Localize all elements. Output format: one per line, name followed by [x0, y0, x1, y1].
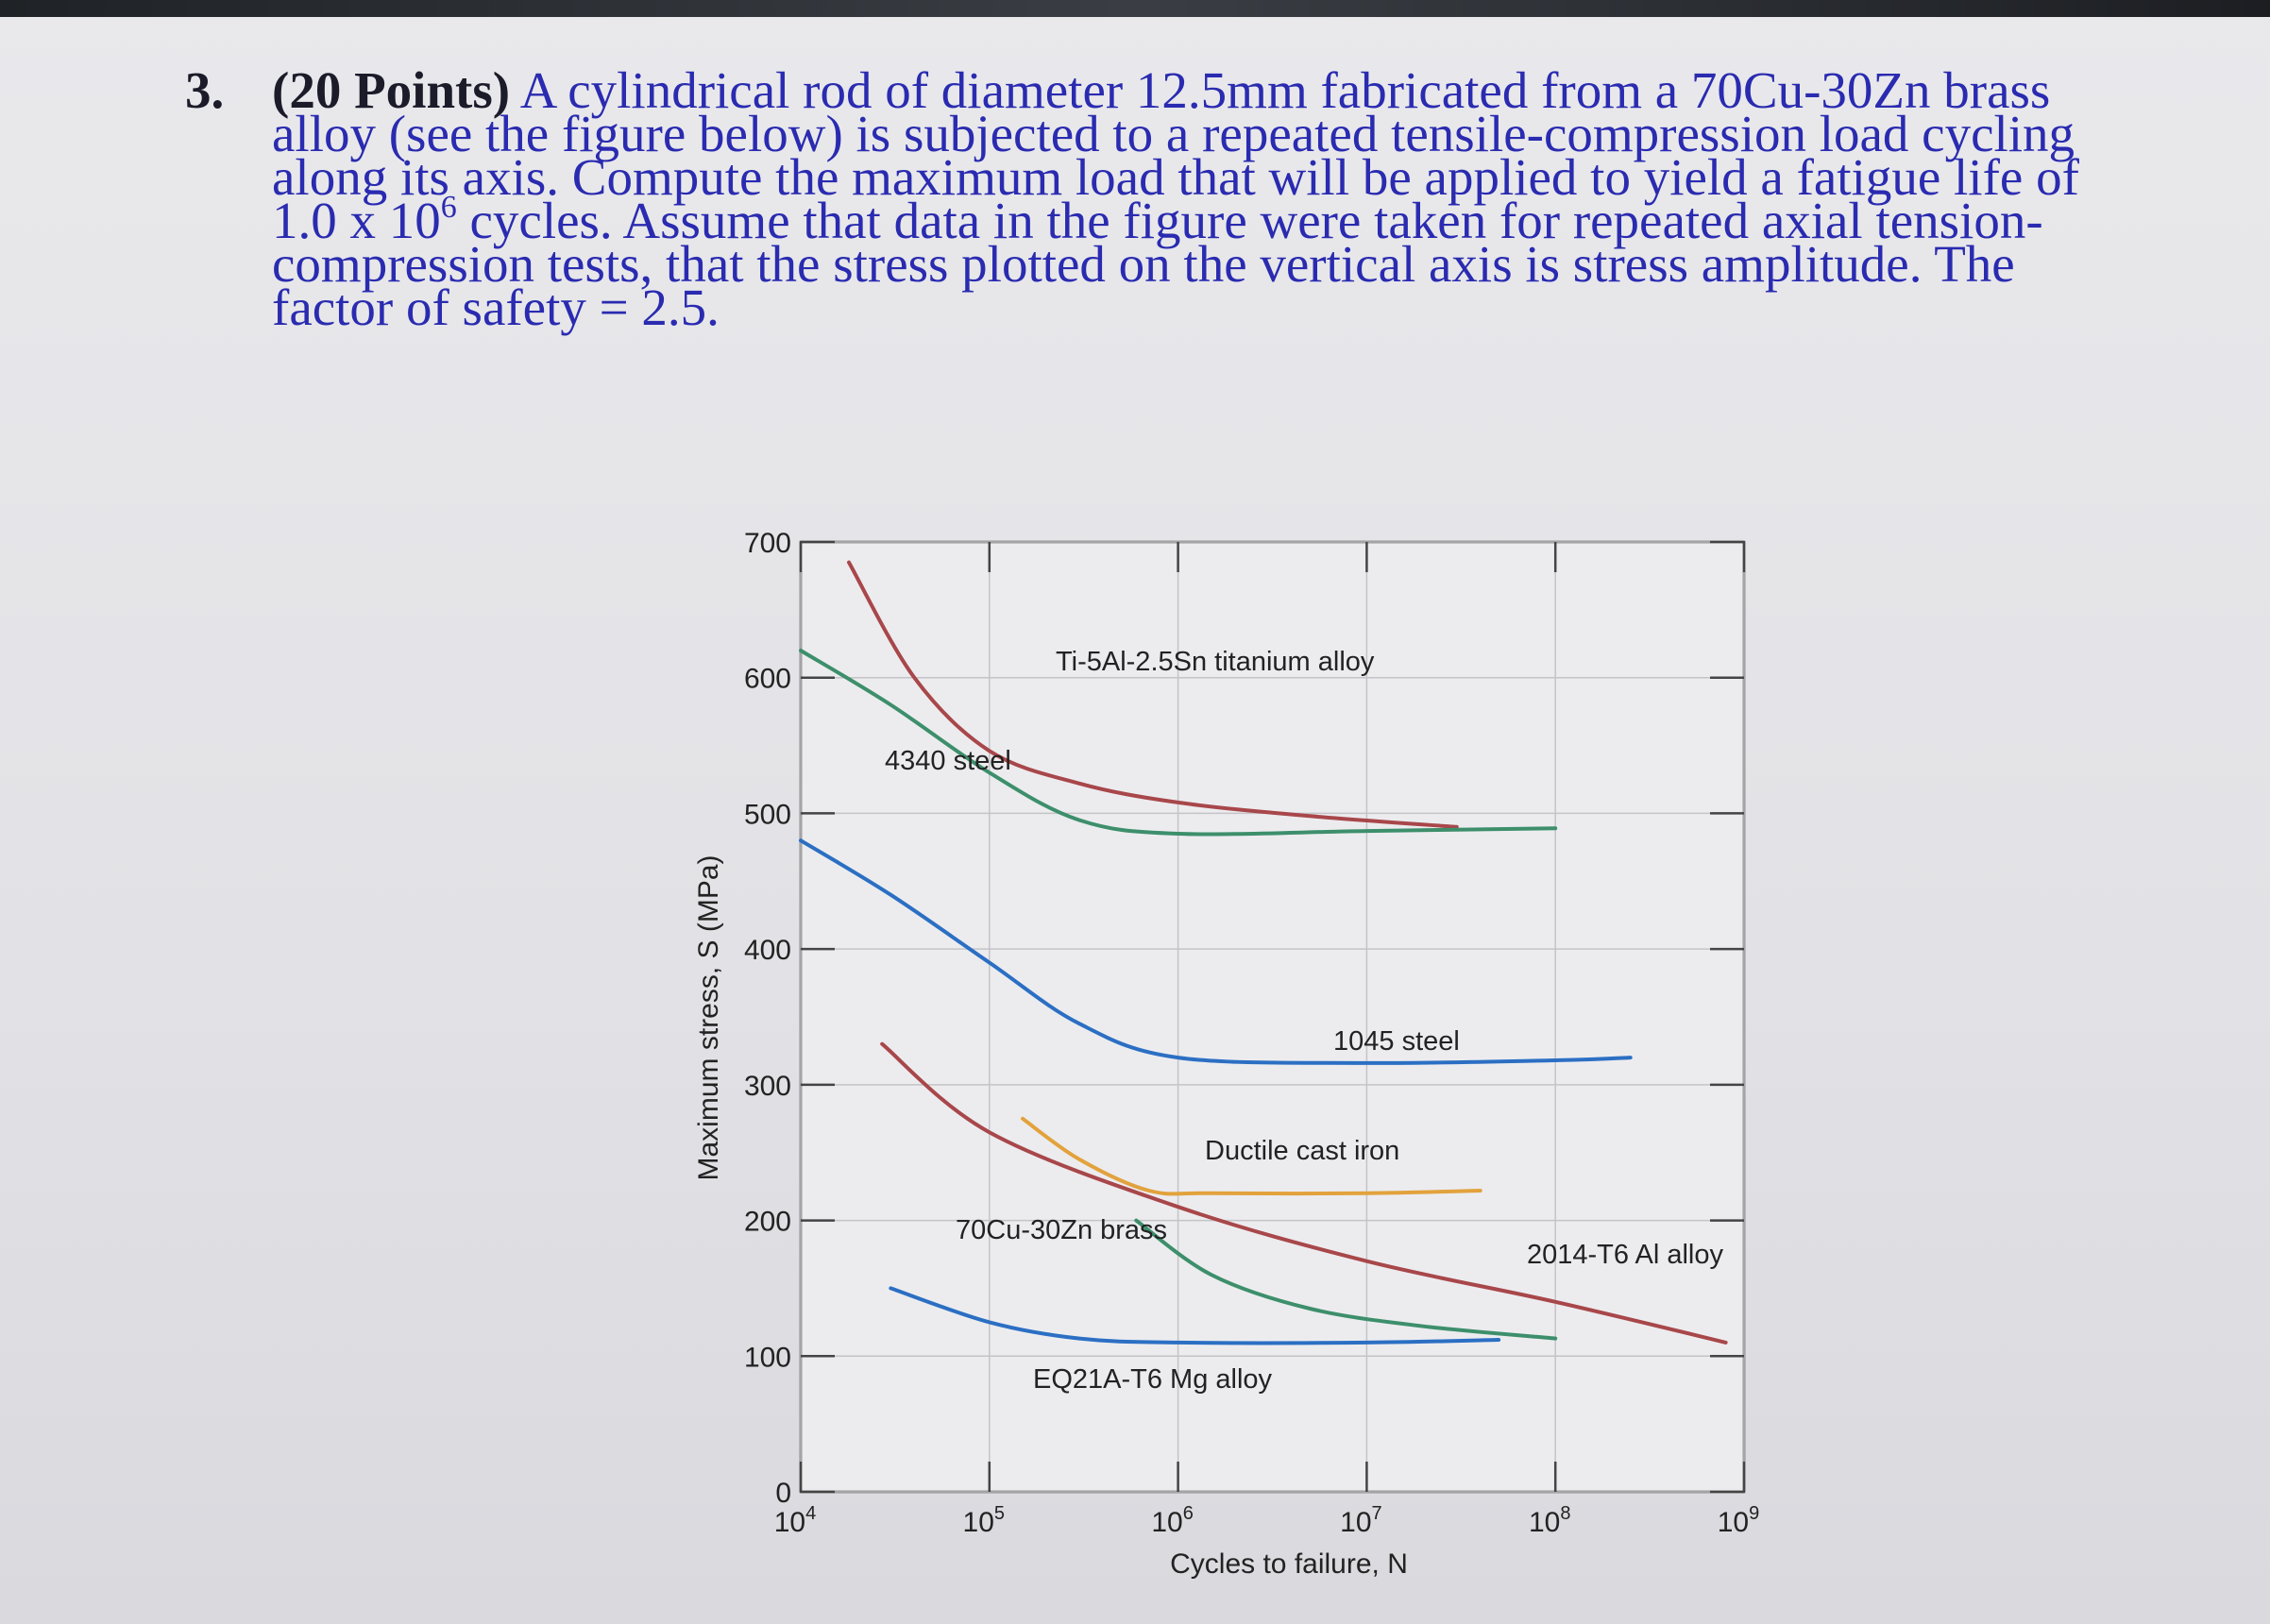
problem-line-4-rest: cycles. Assume that data in the figure w… [456, 192, 2043, 249]
problem-line-6: factor of safety = 2.5. [272, 279, 720, 336]
label-1045-steel: 1045 steel [1333, 1026, 1460, 1057]
y-tick-label: 400 [744, 935, 791, 966]
series-labels: Ti-5Al-2.5Sn titanium alloy 4340 steel 1… [885, 647, 1723, 1395]
y-axis-label: Maximum stress, S (MPa) [693, 854, 724, 1180]
problem-line-4-base: 1.0 x 10 [272, 192, 441, 249]
series-curve-70cu-30zn-brass [1134, 1218, 1558, 1341]
y-axis-ticks: 0 100 200 300 400 500 600 700 [744, 528, 1744, 1509]
grid-layer [800, 541, 1745, 1493]
x-axis-label: Cycles to failure, N [1170, 1548, 1408, 1580]
x-tick-label: 106 [1151, 1503, 1194, 1538]
series-curve-ductile-cast-iron [1021, 1116, 1482, 1196]
x-tick-label: 109 [1718, 1503, 1760, 1538]
problem-line-3: along its axis. Compute the maximum load… [272, 148, 2079, 206]
problem-line-4-exponent: 6 [440, 190, 457, 225]
problem-line-1-text: A cylindrical rod of diameter 12.5mm fab… [519, 61, 2051, 119]
series-curve-ti-5al-2-5sn-titanium-alloy [847, 560, 1459, 829]
y-tick-label: 300 [744, 1071, 791, 1102]
y-tick-label: 700 [744, 528, 791, 559]
problem-line-5: compression tests, that the stress plott… [272, 235, 2015, 293]
label-ductile-cast-iron: Ductile cast iron [1205, 1136, 1399, 1166]
label-2014-t6-al-alloy: 2014-T6 Al alloy [1527, 1240, 1723, 1270]
series-curve-4340-steel [799, 649, 1558, 837]
plot-frame [799, 540, 1746, 1494]
problem-line-4: 1.0 x 106 cycles. Assume that data in th… [272, 187, 2043, 254]
top-window-edge [0, 0, 2270, 17]
x-tick-label: 108 [1529, 1503, 1571, 1538]
label-titanium-alloy: Ti-5Al-2.5Sn titanium alloy [1056, 647, 1375, 677]
x-tick-label: 105 [963, 1503, 1006, 1538]
y-tick-label: 100 [744, 1342, 791, 1373]
series-curve-1045-steel [799, 838, 1633, 1065]
problem-line-2: alloy (see the figure below) is subjecte… [272, 105, 2075, 162]
label-70cu-30zn-brass: 70Cu-30Zn brass [956, 1215, 1167, 1245]
series-curve-2014-t6-al-alloy [880, 1041, 1728, 1345]
y-tick-label: 500 [744, 799, 791, 830]
label-eq21a-t6-mg-alloy: EQ21A-T6 Mg alloy [1033, 1364, 1273, 1395]
problem-line-1: (20 Points) A cylindrical rod of diamete… [272, 57, 2050, 124]
problem-points: (20 Points) [272, 61, 511, 119]
y-tick-label: 0 [775, 1478, 791, 1509]
series-layer [799, 560, 1728, 1345]
problem-number: 3. [185, 61, 225, 119]
x-tick-label: 104 [774, 1503, 817, 1538]
y-tick-label: 600 [744, 664, 791, 695]
y-tick-label: 200 [744, 1207, 791, 1238]
series-curve-eq21a-t6-mg-alloy [889, 1286, 1501, 1345]
x-axis-ticks: 104 105 106 107 108 109 [774, 542, 1760, 1538]
label-4340-steel: 4340 steel [885, 746, 1011, 776]
x-tick-label: 107 [1340, 1503, 1382, 1538]
